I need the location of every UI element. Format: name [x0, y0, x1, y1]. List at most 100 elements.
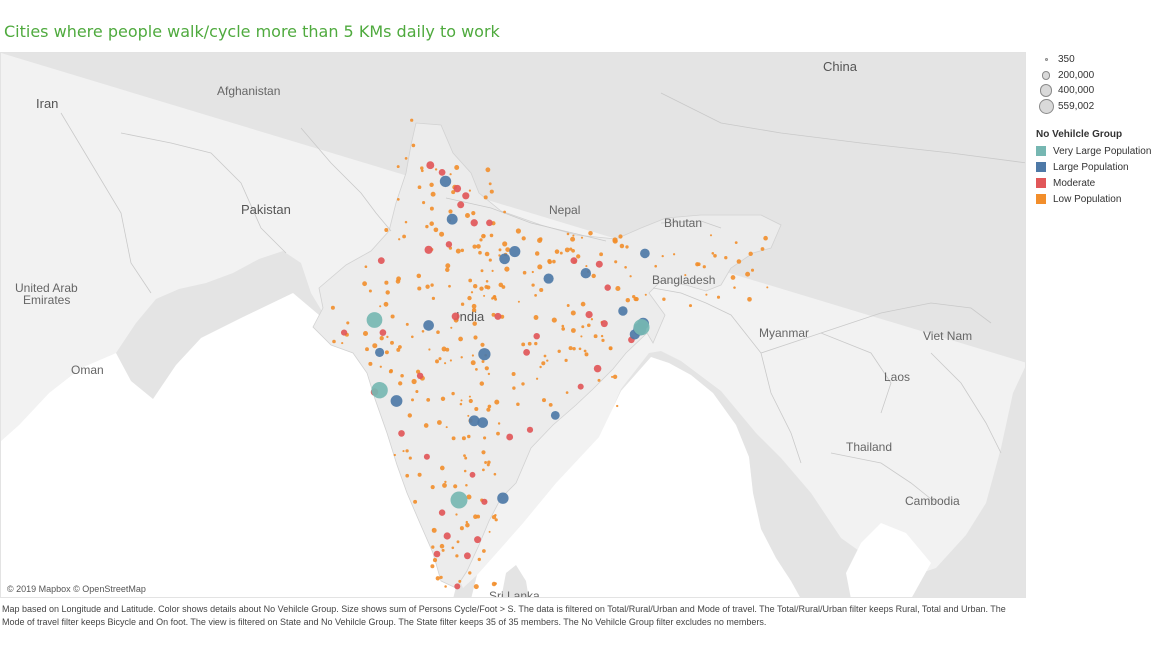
- city-mark-moderate-0[interactable]: [426, 161, 435, 170]
- city-mark-moderate-11[interactable]: [595, 260, 603, 268]
- city-mark-low-population-5[interactable]: [554, 249, 560, 254]
- city-mark-moderate-13[interactable]: [585, 311, 593, 319]
- city-mark-moderate-23[interactable]: [398, 430, 405, 437]
- low-population-dot-5-20: [494, 582, 497, 585]
- city-mark-moderate-18[interactable]: [523, 348, 531, 356]
- city-mark-moderate-24[interactable]: [423, 453, 430, 460]
- city-mark-moderate-1[interactable]: [438, 168, 446, 176]
- city-mark-large-population-15[interactable]: [468, 415, 480, 427]
- city-mark-moderate-31[interactable]: [463, 552, 471, 560]
- city-mark-moderate-26[interactable]: [526, 426, 534, 433]
- city-mark-moderate-9[interactable]: [377, 257, 385, 265]
- city-mark-moderate-29[interactable]: [481, 498, 488, 505]
- city-mark-moderate-14[interactable]: [600, 320, 608, 328]
- city-mark-low-population-13[interactable]: [393, 453, 396, 457]
- low-population-dot-2-33: [431, 296, 436, 301]
- city-mark-moderate-37[interactable]: [340, 329, 348, 336]
- city-mark-moderate-20[interactable]: [451, 312, 460, 321]
- city-mark-moderate-27[interactable]: [469, 471, 476, 478]
- city-mark-moderate-5[interactable]: [470, 219, 478, 227]
- city-mark-moderate-2[interactable]: [453, 184, 462, 193]
- color-legend-title: No Vehilcle Group: [1036, 129, 1123, 140]
- city-mark-large-population-2[interactable]: [509, 246, 521, 258]
- city-mark-large-population-3[interactable]: [499, 253, 510, 265]
- city-mark-very-large-population-2[interactable]: [450, 491, 468, 509]
- low-population-dot-2-9: [379, 305, 382, 308]
- city-mark-large-population-4[interactable]: [543, 273, 554, 284]
- city-mark-low-population-6[interactable]: [695, 262, 700, 267]
- low-population-dot-4-28: [481, 450, 486, 455]
- city-mark-large-population-7[interactable]: [618, 306, 628, 316]
- city-mark-moderate-3[interactable]: [462, 192, 470, 200]
- city-mark-low-population-2[interactable]: [449, 173, 452, 176]
- city-mark-very-large-population-0[interactable]: [366, 312, 383, 328]
- city-mark-moderate-19[interactable]: [533, 332, 540, 340]
- city-mark-low-population-0[interactable]: [410, 118, 414, 122]
- city-mark-moderate-4[interactable]: [457, 201, 465, 209]
- city-mark-low-population-3[interactable]: [384, 228, 389, 232]
- city-mark-large-population-17[interactable]: [497, 492, 509, 504]
- low-population-dot-2-26: [372, 343, 378, 349]
- color-legend-label: Very Large Population: [1053, 145, 1152, 157]
- low-population-dot-5-6: [455, 554, 459, 558]
- low-population-dot-0-34: [398, 238, 401, 241]
- city-mark-moderate-30[interactable]: [443, 532, 451, 540]
- city-mark-moderate-22[interactable]: [416, 372, 424, 380]
- city-mark-low-population-15[interactable]: [465, 522, 470, 528]
- low-population-dot-1-53: [629, 275, 632, 278]
- city-mark-low-population-7[interactable]: [734, 241, 738, 244]
- city-mark-low-population-10[interactable]: [398, 345, 402, 349]
- map-view[interactable]: China Iran Afghanistan Pakistan Nepal Bh…: [0, 52, 1026, 598]
- city-mark-low-population-14[interactable]: [413, 499, 418, 504]
- city-mark-moderate-8[interactable]: [424, 245, 433, 254]
- city-mark-moderate-21[interactable]: [494, 312, 502, 320]
- low-population-dot-3-4: [581, 325, 585, 329]
- city-mark-moderate-12[interactable]: [604, 284, 611, 291]
- city-mark-large-population-6[interactable]: [640, 248, 650, 259]
- low-population-dot-5-2: [466, 494, 472, 500]
- city-mark-large-population-14[interactable]: [390, 395, 403, 407]
- city-mark-large-population-0[interactable]: [439, 175, 452, 188]
- city-mark-moderate-34[interactable]: [474, 536, 482, 544]
- city-mark-very-large-population-1[interactable]: [371, 382, 388, 399]
- data-marks[interactable]: [330, 118, 769, 590]
- city-mark-moderate-28[interactable]: [438, 509, 446, 516]
- low-population-dot-7-10: [390, 314, 395, 319]
- city-mark-low-population-12[interactable]: [487, 404, 492, 409]
- city-mark-low-population-1[interactable]: [411, 143, 416, 148]
- city-mark-moderate-10[interactable]: [570, 257, 578, 265]
- city-mark-low-population-16[interactable]: [494, 518, 498, 522]
- low-population-dot-3-23: [533, 315, 539, 320]
- label-bhutan: Bhutan: [664, 216, 702, 230]
- city-mark-large-population-13[interactable]: [375, 347, 385, 357]
- city-mark-large-population-16[interactable]: [477, 417, 489, 428]
- city-mark-large-population-11[interactable]: [423, 320, 434, 331]
- city-mark-moderate-7[interactable]: [486, 219, 493, 227]
- low-population-dot-0-17: [430, 191, 436, 197]
- color-legend-item[interactable]: Very Large Population: [1036, 143, 1156, 159]
- city-mark-very-large-population-3[interactable]: [633, 319, 650, 336]
- city-mark-low-population-4[interactable]: [503, 210, 506, 214]
- low-population-dot-1-12: [614, 260, 618, 264]
- city-mark-moderate-17[interactable]: [577, 383, 584, 390]
- city-mark-large-population-5[interactable]: [580, 267, 592, 279]
- map-canvas[interactable]: China Iran Afghanistan Pakistan Nepal Bh…: [1, 53, 1026, 598]
- color-legend-item[interactable]: Moderate: [1036, 175, 1156, 191]
- color-legend-item[interactable]: Low Population: [1036, 191, 1156, 207]
- city-mark-moderate-36[interactable]: [379, 329, 387, 336]
- city-mark-moderate-33[interactable]: [454, 583, 461, 590]
- city-mark-moderate-6[interactable]: [445, 241, 453, 248]
- city-mark-large-population-1[interactable]: [446, 213, 458, 225]
- color-legend-item[interactable]: Large Population: [1036, 159, 1156, 175]
- label-iran: Iran: [36, 96, 58, 111]
- city-mark-large-population-18[interactable]: [550, 411, 560, 420]
- city-mark-moderate-16[interactable]: [593, 364, 602, 373]
- city-mark-moderate-32[interactable]: [433, 550, 441, 558]
- city-mark-large-population-12[interactable]: [478, 348, 491, 361]
- city-mark-low-population-8[interactable]: [733, 286, 736, 289]
- low-population-dot-3-16: [512, 386, 516, 390]
- city-mark-moderate-25[interactable]: [506, 433, 514, 441]
- label-india: India: [456, 309, 485, 324]
- city-mark-low-population-11[interactable]: [435, 359, 439, 364]
- city-mark-low-population-9[interactable]: [688, 304, 693, 308]
